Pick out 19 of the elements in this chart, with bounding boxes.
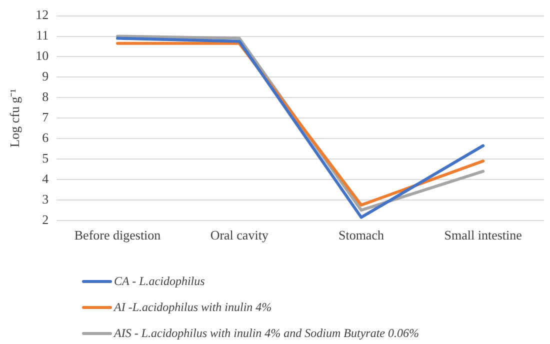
y-tick-label: 11	[36, 28, 49, 43]
y-tick-label: 5	[42, 150, 49, 166]
legend-label: CA - L.acidophilus	[114, 274, 205, 288]
x-tick-label: Before digestion	[74, 228, 162, 243]
y-tick-label: 2	[42, 212, 49, 227]
y-tick-label: 10	[36, 48, 49, 64]
y-axis-title: Log cfu g⁻¹	[7, 88, 22, 148]
y-tick-label: 3	[42, 191, 49, 206]
y-tick-label: 7	[42, 110, 50, 125]
legend-label: AI -L.acidophilus with inulin 4%	[114, 300, 272, 314]
y-tick-label: 4	[42, 170, 50, 186]
x-tick-label: Stomach	[338, 228, 384, 243]
x-tick-label: Oral cavity	[210, 228, 269, 243]
y-tick-label: 8	[42, 89, 49, 104]
y-tick-label: 6	[42, 130, 50, 145]
legend-label: AIS - L.acidophilus with inulin 4% and Sodium Butyrate 0.06%	[114, 326, 419, 340]
x-tick-label: Small intestine	[444, 228, 522, 243]
y-tick-label: 12	[36, 7, 49, 22]
y-tick-label: 9	[42, 68, 49, 84]
